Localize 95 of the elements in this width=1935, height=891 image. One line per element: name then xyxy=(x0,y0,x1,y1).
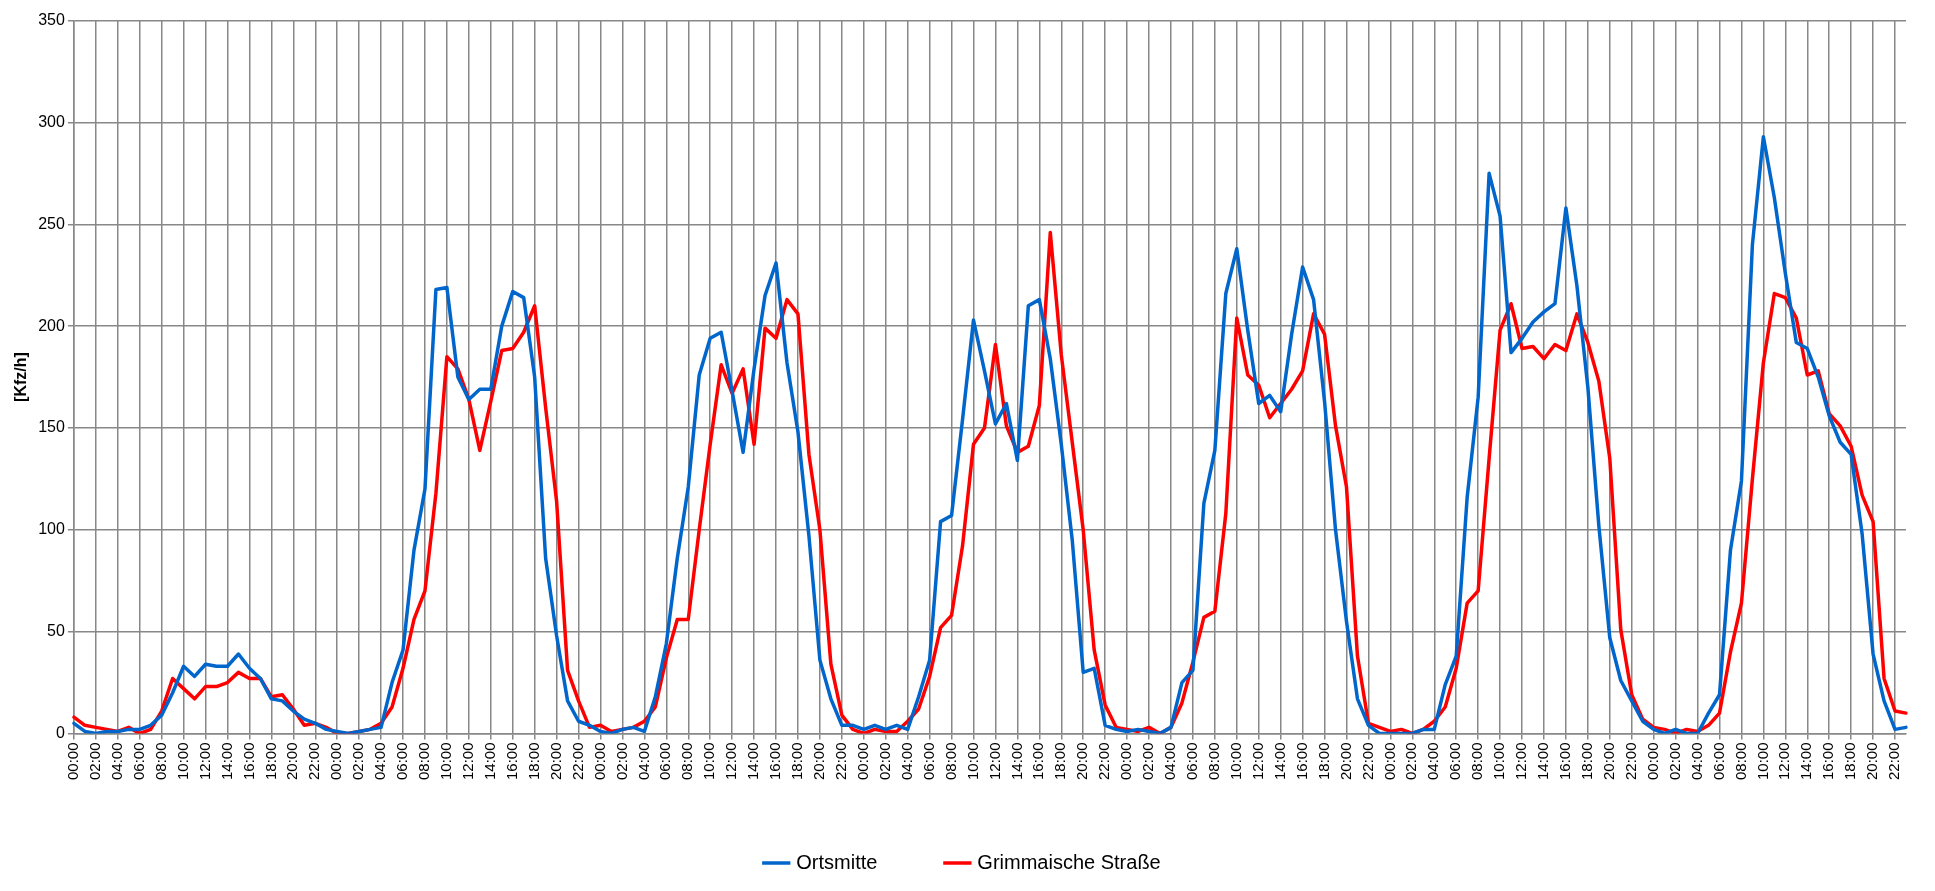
x-tick-label: 10:00 xyxy=(173,742,191,781)
y-tick-label: 0 xyxy=(55,723,65,741)
x-tick-label: 02:00 xyxy=(612,742,630,781)
x-tick-label: 14:00 xyxy=(1534,742,1552,781)
x-tick-label: 10:00 xyxy=(437,742,455,781)
x-tick-label: 18:00 xyxy=(524,742,542,781)
x-tick-label: 06:00 xyxy=(1183,742,1201,781)
x-tick-label: 04:00 xyxy=(1424,742,1442,781)
x-tick-label: 16:00 xyxy=(1556,742,1574,781)
x-tick-label: 00:00 xyxy=(853,742,871,781)
x-tick-label: 20:00 xyxy=(1599,742,1617,781)
x-tick-label: 22:00 xyxy=(1358,742,1376,781)
x-tick-label: 04:00 xyxy=(107,742,125,781)
x-tick-label: 08:00 xyxy=(678,742,696,781)
x-tick-label: 10:00 xyxy=(700,742,718,781)
x-tick-label: 16:00 xyxy=(1819,742,1837,781)
x-tick-label: 06:00 xyxy=(919,742,937,781)
x-tick-label: 16:00 xyxy=(1029,742,1047,781)
x-tick-label: 20:00 xyxy=(1863,742,1881,781)
x-tick-label: 22:00 xyxy=(1621,742,1639,781)
x-tick-label: 10:00 xyxy=(1753,742,1771,781)
x-tick-label: 20:00 xyxy=(283,742,301,781)
x-tick-label: 20:00 xyxy=(546,742,564,781)
x-tick-label: 00:00 xyxy=(590,742,608,781)
legend-label: Grimmaische Straße xyxy=(977,850,1161,873)
x-tick-label: 12:00 xyxy=(195,742,213,781)
x-tick-label: 02:00 xyxy=(85,742,103,781)
x-tick-label: 00:00 xyxy=(327,742,345,781)
x-tick-label: 16:00 xyxy=(766,742,784,781)
x-tick-label: 20:00 xyxy=(1336,742,1354,781)
x-tick-label: 02:00 xyxy=(1665,742,1683,781)
x-tick-label: 12:00 xyxy=(1248,742,1266,781)
x-tick-label: 16:00 xyxy=(1292,742,1310,781)
x-tick-label: 22:00 xyxy=(1885,742,1903,781)
x-tick-label: 00:00 xyxy=(64,742,82,781)
x-tick-label: 22:00 xyxy=(568,742,586,781)
x-tick-label: 04:00 xyxy=(1161,742,1179,781)
x-tick-label: 04:00 xyxy=(371,742,389,781)
x-tick-label: 18:00 xyxy=(1314,742,1332,781)
x-tick-label: 20:00 xyxy=(810,742,828,781)
x-tick-label: 10:00 xyxy=(1490,742,1508,781)
x-tick-label: 06:00 xyxy=(656,742,674,781)
x-tick-label: 12:00 xyxy=(1775,742,1793,781)
y-tick-label: 250 xyxy=(38,214,65,232)
x-tick-label: 02:00 xyxy=(875,742,893,781)
x-tick-label: 02:00 xyxy=(1139,742,1157,781)
x-tick-label: 06:00 xyxy=(393,742,411,781)
y-tick-label: 300 xyxy=(38,112,65,130)
x-tick-label: 02:00 xyxy=(349,742,367,781)
x-tick-label: 14:00 xyxy=(480,742,498,781)
x-tick-label: 00:00 xyxy=(1643,742,1661,781)
x-tick-label: 12:00 xyxy=(985,742,1003,781)
x-tick-label: 18:00 xyxy=(1577,742,1595,781)
x-tick-label: 10:00 xyxy=(963,742,981,781)
x-tick-label: 16:00 xyxy=(502,742,520,781)
x-tick-label: 08:00 xyxy=(151,742,169,781)
x-tick-label: 06:00 xyxy=(1709,742,1727,781)
x-tick-label: 06:00 xyxy=(1446,742,1464,781)
x-tick-label: 20:00 xyxy=(1073,742,1091,781)
y-tick-label: 350 xyxy=(38,11,65,29)
x-tick-label: 08:00 xyxy=(415,742,433,781)
x-tick-label: 14:00 xyxy=(217,742,235,781)
x-tick-label: 14:00 xyxy=(1007,742,1025,781)
x-tick-label: 08:00 xyxy=(941,742,959,781)
x-tick-label: 14:00 xyxy=(744,742,762,781)
x-tick-label: 08:00 xyxy=(1731,742,1749,781)
x-tick-label: 02:00 xyxy=(1402,742,1420,781)
x-tick-label: 08:00 xyxy=(1204,742,1222,781)
x-tick-label: 22:00 xyxy=(1095,742,1113,781)
x-tick-label: 10:00 xyxy=(1226,742,1244,781)
legend-label: Ortsmitte xyxy=(796,850,878,873)
x-tick-label: 12:00 xyxy=(458,742,476,781)
y-tick-label: 50 xyxy=(47,622,65,640)
x-tick-label: 18:00 xyxy=(1841,742,1859,781)
x-tick-label: 04:00 xyxy=(897,742,915,781)
x-tick-label: 14:00 xyxy=(1797,742,1815,781)
y-tick-label: 200 xyxy=(38,316,65,334)
x-tick-label: 18:00 xyxy=(261,742,279,781)
x-tick-label: 04:00 xyxy=(1687,742,1705,781)
x-tick-label: 04:00 xyxy=(634,742,652,781)
x-tick-label: 00:00 xyxy=(1380,742,1398,781)
x-tick-label: 12:00 xyxy=(1512,742,1530,781)
y-tick-label: 100 xyxy=(38,520,65,538)
x-tick-label: 06:00 xyxy=(129,742,147,781)
x-tick-label: 00:00 xyxy=(1117,742,1135,781)
x-tick-label: 22:00 xyxy=(305,742,323,781)
x-tick-label: 08:00 xyxy=(1468,742,1486,781)
x-tick-label: 22:00 xyxy=(831,742,849,781)
x-tick-label: 12:00 xyxy=(722,742,740,781)
y-tick-label: 150 xyxy=(38,418,65,436)
x-tick-label: 18:00 xyxy=(1051,742,1069,781)
x-tick-label: 14:00 xyxy=(1270,742,1288,781)
x-tick-label: 18:00 xyxy=(788,742,806,781)
y-axis-title: [Kfz/h] xyxy=(12,352,30,402)
x-tick-label: 16:00 xyxy=(239,742,257,781)
